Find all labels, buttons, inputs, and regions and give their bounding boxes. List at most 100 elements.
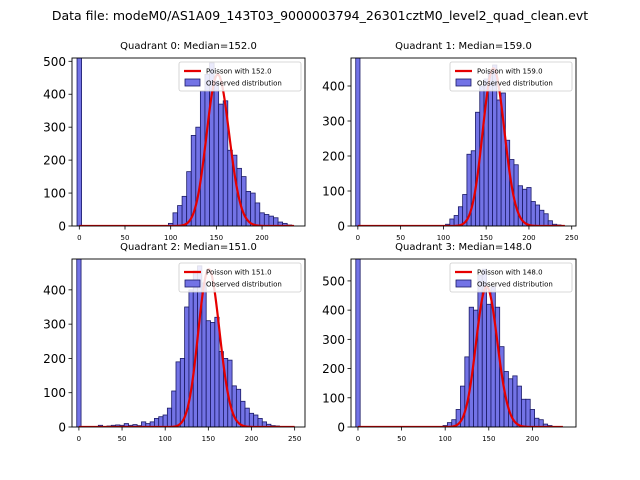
- y-tick-label: 100: [322, 185, 345, 199]
- legend-box: [449, 262, 573, 293]
- y-tick-label: 200: [43, 154, 66, 168]
- histogram-bar: [539, 209, 545, 226]
- histogram-bar: [166, 407, 173, 427]
- x-tick-label: 150: [210, 234, 223, 242]
- histogram-bar: [538, 419, 544, 427]
- subplot-grid: Quadrant 0: Median=152.0 0 50 100 150 200 0 100…: [43, 41, 578, 443]
- histogram-bar: [487, 71, 493, 226]
- y-tick-label: 300: [43, 121, 66, 135]
- y-tick-label: 200: [322, 362, 345, 376]
- histogram-bar: [254, 202, 261, 226]
- plot-frame: [71, 57, 306, 227]
- figure-title: Data file: modeM0/AS1A09_143T03_90000037…: [52, 8, 588, 23]
- histogram-bar: [171, 390, 177, 427]
- y-tick-label: 0: [337, 220, 345, 234]
- x-tick-label: 200: [522, 234, 535, 242]
- legend: Poisson with 152.0 Observed distribution: [178, 61, 302, 92]
- histogram-bar: [530, 201, 536, 226]
- x-tick-label: 200: [526, 435, 539, 443]
- histogram-bar: [213, 80, 220, 226]
- x-tick-label: 0: [356, 234, 360, 242]
- histogram-bar: [76, 259, 82, 427]
- histogram-bar: [259, 212, 265, 226]
- legend-box: [449, 61, 573, 92]
- y-tick-label: 100: [43, 187, 66, 201]
- legend: Poisson with 159.0 Observed distribution: [449, 61, 573, 92]
- legend-box: [178, 262, 302, 293]
- histogram-bar: [526, 187, 532, 226]
- histogram-bar: [177, 205, 183, 226]
- histogram-bar: [201, 282, 207, 427]
- y-tick-label: 0: [337, 421, 345, 435]
- histogram-bar: [521, 398, 527, 427]
- histogram-bar: [158, 416, 164, 427]
- legend: Poisson with 151.0 Observed distribution: [178, 262, 302, 293]
- subplot-title: Quadrant 0: Median=152.0: [120, 41, 257, 52]
- legend-poisson-label: Poisson with 159.0: [477, 68, 543, 76]
- legend-observed-label: Observed distribution: [477, 281, 553, 289]
- histogram-bar: [253, 414, 259, 427]
- histogram-bar: [162, 414, 168, 427]
- plot-frame: [350, 258, 577, 428]
- y-tick-label: 400: [43, 88, 66, 102]
- legend-poisson-label: Poisson with 148.0: [477, 269, 543, 277]
- histogram-bar: [516, 385, 522, 427]
- legend-bar-swatch: [455, 78, 472, 87]
- histogram-bar: [496, 99, 502, 226]
- histogram-bar: [218, 103, 224, 226]
- legend-box: [178, 61, 302, 92]
- histogram-bar: [453, 215, 459, 226]
- subplot-quadrant-3: Quadrant 3: Median=148.0 0 50 100 150 200 0 100…: [322, 242, 577, 443]
- histogram-bar: [175, 361, 181, 427]
- x-tick-label: 250: [565, 234, 578, 242]
- subplot-quadrant-0: Quadrant 0: Median=152.0 0 50 100 150 200 0 100…: [43, 41, 306, 242]
- x-tick-label: 50: [118, 435, 127, 443]
- subplot-title: Quadrant 1: Median=159.0: [395, 41, 532, 52]
- legend: Poisson with 148.0 Observed distribution: [449, 262, 573, 293]
- histogram-bar: [257, 418, 263, 427]
- histogram-bar: [355, 58, 361, 226]
- histogram-bar: [355, 259, 361, 427]
- histogram-bar: [210, 322, 216, 427]
- x-tick-label: 250: [288, 435, 301, 443]
- legend-bar-swatch: [184, 279, 201, 288]
- y-tick-label: 500: [322, 274, 345, 288]
- y-tick-label: 100: [322, 391, 345, 405]
- x-tick-label: 0: [77, 435, 81, 443]
- plot-frame: [350, 57, 577, 227]
- plot-frame: [71, 258, 306, 428]
- histogram-bar: [525, 398, 531, 427]
- x-tick-label: 100: [438, 435, 451, 443]
- histogram-bar: [534, 204, 541, 226]
- x-tick-label: 0: [356, 435, 360, 443]
- x-tick-label: 0: [77, 234, 81, 242]
- x-tick-label: 150: [202, 435, 215, 443]
- x-tick-label: 200: [245, 435, 258, 443]
- histogram-bar: [244, 407, 250, 427]
- y-tick-label: 400: [43, 283, 66, 297]
- legend-observed-label: Observed distribution: [477, 80, 553, 88]
- histogram-bar: [214, 316, 220, 427]
- histogram-bar: [543, 213, 549, 226]
- x-tick-label: 50: [397, 435, 406, 443]
- poisson-curve: [357, 67, 565, 226]
- x-tick-label: 50: [121, 234, 130, 242]
- y-tick-label: 300: [322, 333, 345, 347]
- y-tick-label: 0: [58, 421, 66, 435]
- y-tick-label: 100: [43, 386, 66, 400]
- x-tick-label: 200: [255, 234, 268, 242]
- subplot-title: Quadrant 2: Median=151.0: [120, 242, 257, 253]
- y-tick-label: 300: [322, 115, 345, 129]
- x-tick-label: 150: [479, 234, 492, 242]
- y-tick-label: 400: [322, 80, 345, 94]
- y-tick-label: 400: [322, 304, 345, 318]
- histogram-bar: [268, 215, 274, 226]
- subplot-quadrant-1: Quadrant 1: Median=159.0 0 50 100 150 200 250 0…: [322, 41, 578, 242]
- histogram-bar: [263, 214, 270, 226]
- histogram-bar: [195, 126, 201, 226]
- histogram-bar: [205, 320, 211, 427]
- subplot-quadrant-2: Quadrant 2: Median=151.0 0 50 100 150 200 250 0…: [43, 242, 306, 443]
- legend-poisson-label: Poisson with 151.0: [206, 269, 272, 277]
- histogram-bar: [529, 409, 535, 427]
